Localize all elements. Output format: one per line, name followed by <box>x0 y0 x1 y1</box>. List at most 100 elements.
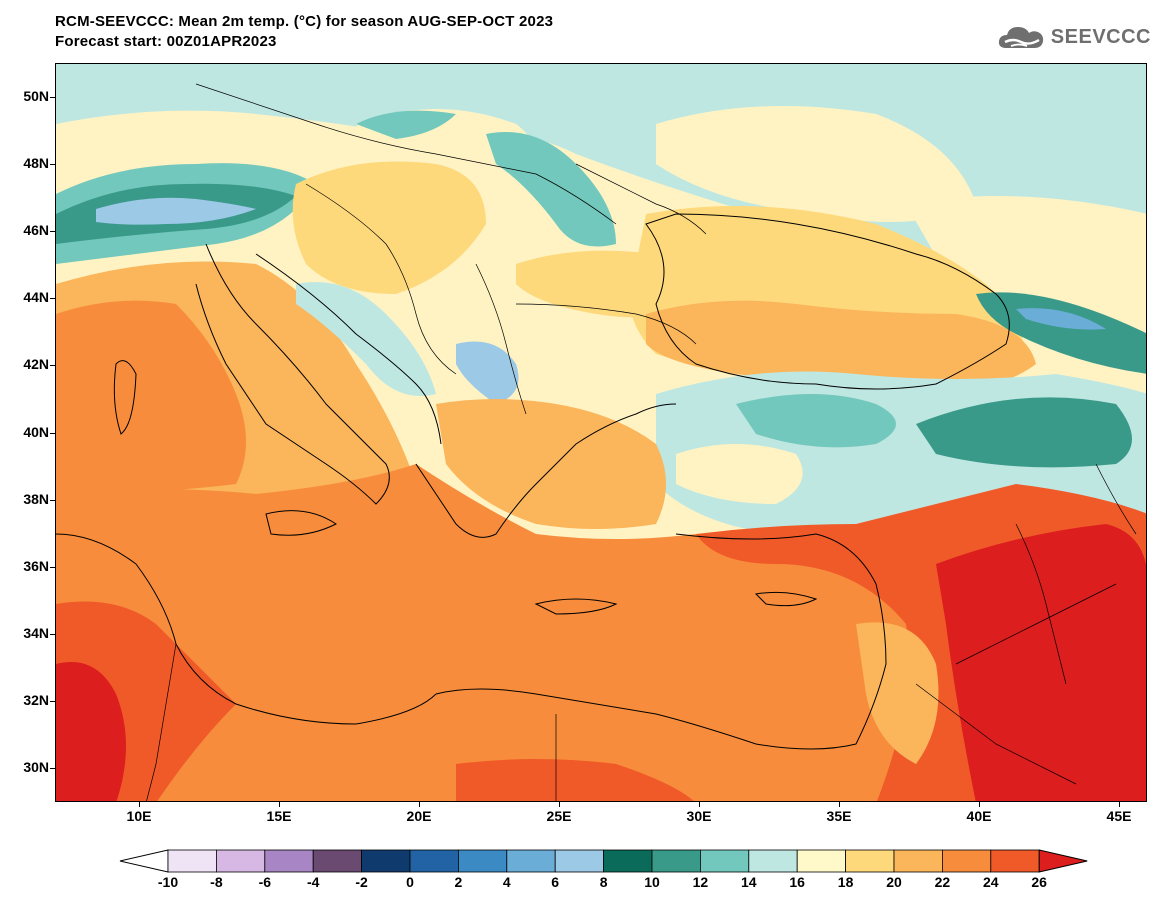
coastlines <box>56 213 1010 750</box>
title-line-2: Forecast start: 00Z01APR2023 <box>55 33 277 50</box>
lat-label-34n: 34N <box>23 625 49 642</box>
field-anatolia-yellow <box>676 444 803 504</box>
lat-tick <box>50 230 55 232</box>
colorbar-box-0 <box>167 849 217 873</box>
field-algeria-over-26 <box>56 662 126 801</box>
colorbar-label: -10 <box>157 874 179 890</box>
border-1 <box>195 83 617 225</box>
lat-label-40n: 40N <box>23 423 49 440</box>
coast-cyprus <box>754 591 818 607</box>
colorbar-box-4 <box>361 849 411 873</box>
colorbar-label: 12 <box>692 874 709 890</box>
colorbar-box-15 <box>893 849 943 873</box>
colorbar-box-13 <box>796 849 847 873</box>
colorbar-box-3 <box>312 849 363 873</box>
colorbar-box-12 <box>748 849 798 873</box>
lat-label-46n: 46N <box>23 221 49 238</box>
field-aegean-20-22 <box>436 399 666 529</box>
border-2 <box>305 183 457 375</box>
field-black-sea-20-22 <box>646 300 1036 394</box>
colorbar-box-1 <box>215 849 266 873</box>
lat-label-36n: 36N <box>23 557 49 574</box>
field-caucasus-4-6 <box>1016 308 1106 330</box>
border-6 <box>955 583 1117 665</box>
field-north-yellow-3 <box>906 196 1146 274</box>
lat-tick <box>50 499 55 501</box>
colorbar-label: 10 <box>644 874 660 890</box>
lat-tick <box>50 163 55 165</box>
lon-tick <box>979 802 980 807</box>
border-3 <box>475 263 527 415</box>
lat-label-50n: 50N <box>23 87 49 104</box>
lon-label-30e: 30E <box>686 808 712 824</box>
colorbar-label: 20 <box>886 874 902 890</box>
border-11 <box>1095 463 1137 535</box>
coast-levant-egypt <box>435 533 887 750</box>
colorbar-label: 22 <box>934 874 951 890</box>
field-alps-6-8 <box>96 197 256 225</box>
lon-tick <box>699 802 700 807</box>
lon-tick <box>1119 802 1120 807</box>
lon-label-10e: 10E <box>126 808 152 824</box>
coast-sicily <box>265 510 337 536</box>
colorbar-label: 8 <box>599 874 608 890</box>
coast-adriatic-east <box>255 253 442 445</box>
colorbar-label: -8 <box>210 874 223 890</box>
lon-tick <box>139 802 140 807</box>
lat-label-32n: 32N <box>23 692 49 709</box>
lon-label-35e: 35E <box>826 808 852 824</box>
field-tatras-12-14 <box>356 110 456 139</box>
field-pannonian-18-20 <box>292 161 486 294</box>
lat-tick <box>50 566 55 568</box>
lon-tick <box>559 802 560 807</box>
lon-label-15e: 15E <box>266 808 292 824</box>
colorbar-box-8 <box>554 849 605 873</box>
colorbar-label: 14 <box>741 874 757 890</box>
lon-label-25e: 25E <box>546 808 572 824</box>
country-borders <box>146 83 1137 801</box>
colorbar-label: -6 <box>258 874 272 890</box>
seevccc-logo: SEEVCCC <box>997 22 1151 52</box>
field-syria-over-26 <box>936 524 1146 801</box>
coast-black-sea <box>645 213 1010 390</box>
lat-tick <box>50 634 55 636</box>
lat-tick <box>50 432 55 434</box>
title-line-1: RCM-SEEVCCC: Mean 2m temp. (°C) for seas… <box>55 13 554 30</box>
lat-tick <box>50 365 55 367</box>
colorbar-label: -2 <box>355 874 368 890</box>
colorbar-under-arrow <box>119 849 169 873</box>
lat-label-30n: 30N <box>23 759 49 776</box>
coast-sardinia <box>113 360 137 435</box>
colorbar-box-2 <box>264 849 314 873</box>
map-field <box>56 64 1146 801</box>
colorbar-box-14 <box>845 849 895 873</box>
lon-tick <box>419 802 420 807</box>
field-caucasus-10-12 <box>976 292 1146 374</box>
lat-label-44n: 44N <box>23 289 49 306</box>
lon-tick <box>279 802 280 807</box>
coast-greece <box>415 403 677 538</box>
border-5 <box>575 163 707 235</box>
lon-label-45e: 45E <box>1106 808 1132 824</box>
field-libya-24-26 <box>456 759 694 801</box>
coast-italy <box>195 243 390 505</box>
cloud-icon <box>998 27 1043 48</box>
chart-title: RCM-SEEVCCC: Mean 2m temp. (°C) for seas… <box>55 12 553 52</box>
temperature-map <box>55 63 1147 802</box>
colorbar-label: 4 <box>502 874 511 890</box>
colorbar-label: 18 <box>837 874 854 890</box>
lat-label-48n: 48N <box>23 154 49 171</box>
lat-tick <box>50 701 55 703</box>
field-tyrrhenian-22-24 <box>56 300 246 494</box>
colorbar-box-10 <box>651 849 701 873</box>
colorbar-box-17 <box>990 849 1040 873</box>
border-9 <box>146 643 177 801</box>
colorbar-label: 16 <box>789 874 805 890</box>
colorbar-label: -4 <box>306 874 320 890</box>
colorbar-over-arrow <box>1038 849 1088 873</box>
field-anatolia-10-12 <box>916 397 1132 468</box>
coast-crete <box>534 598 618 615</box>
colorbar-box-9 <box>603 849 653 873</box>
field-jordan-20-22 <box>856 622 939 764</box>
lon-label-40e: 40E <box>966 808 992 824</box>
